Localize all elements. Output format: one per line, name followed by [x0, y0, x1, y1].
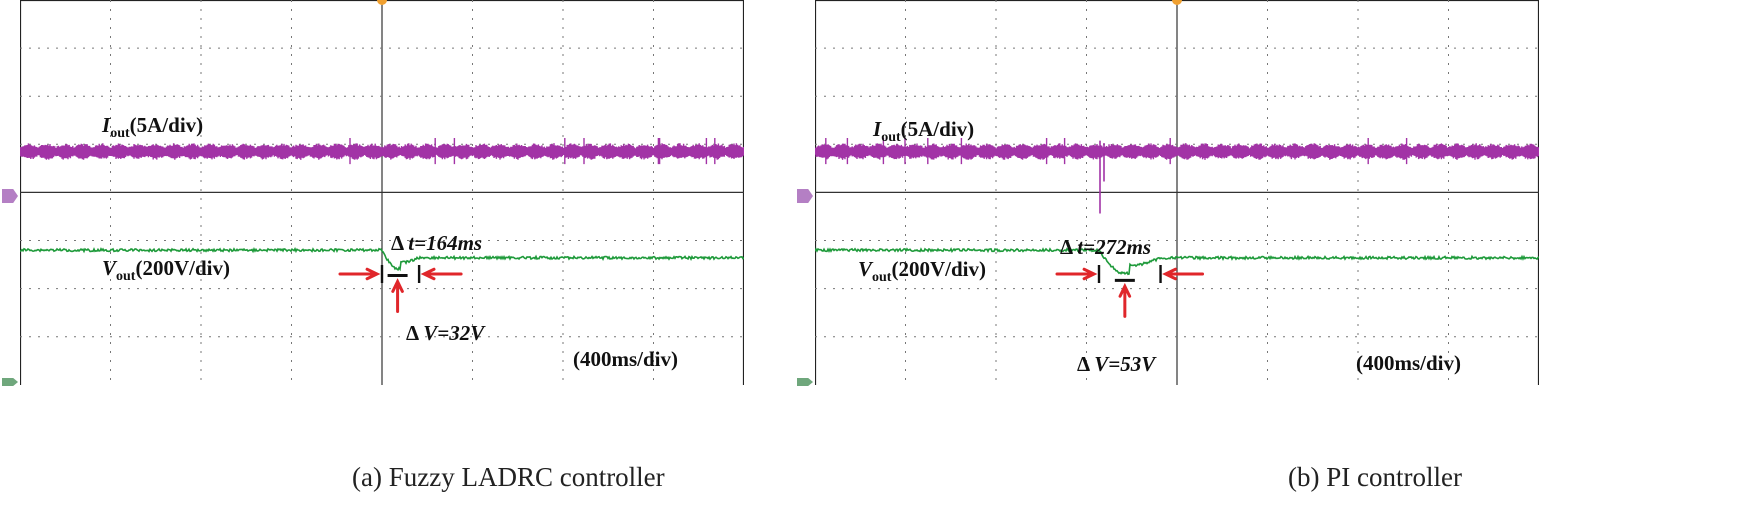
delta-v-label: Δ V=53V: [1077, 352, 1157, 376]
voltage-trace: [20, 246, 744, 272]
oscilloscope-screen-b: Iout(5A/div) Vout(200V/div) Δ t=272ms Δ …: [815, 0, 1539, 385]
delta-v-label: Δ V=32V: [406, 321, 486, 345]
trigger-marker: [1172, 0, 1182, 5]
current-label: Iout(5A/div): [872, 117, 974, 145]
current-spike: [1099, 140, 1105, 214]
voltage-label: Vout(200V/div): [858, 257, 986, 285]
channel-marker-current: [2, 189, 18, 203]
delta-t-right-arrow: [420, 267, 463, 281]
channel-marker-voltage: [797, 378, 813, 386]
current-waveform: [20, 138, 744, 165]
time-scale-label: (400ms/div): [573, 347, 678, 371]
voltage-trace: [815, 247, 1539, 276]
current-label: Iout(5A/div): [101, 113, 203, 141]
channel-marker-voltage: [2, 378, 18, 386]
voltage-waveform: [815, 247, 1539, 276]
annotation-markers: [338, 265, 463, 314]
current-waveform: [815, 138, 1539, 165]
oscilloscope-screen-a: Iout(5A/div) Vout(200V/div) Δ t=164ms Δ …: [20, 0, 744, 385]
current-trace: [815, 138, 1539, 214]
caption-a: (a) Fuzzy LADRC controller: [352, 462, 665, 492]
current-trace: [20, 138, 744, 165]
delta-v-arrow: [1118, 282, 1132, 318]
trigger-marker: [377, 0, 387, 5]
grid: [20, 0, 744, 385]
delta-t-left-arrow: [338, 267, 381, 281]
annotation-markers: [1055, 265, 1205, 318]
delta-t-label: Δ t=272ms: [1060, 235, 1151, 259]
oscilloscope-plot-b: Iout(5A/div) Vout(200V/div) Δ t=272ms Δ …: [815, 0, 1539, 385]
delta-v-arrow: [391, 278, 404, 314]
oscilloscope-plot-a: Iout(5A/div) Vout(200V/div) Δ t=164ms Δ …: [20, 0, 744, 385]
time-scale-label: (400ms/div): [1356, 351, 1461, 375]
delta-t-left-arrow: [1055, 267, 1098, 281]
channel-marker-current: [797, 189, 813, 203]
caption-b: (b) PI controller: [1288, 462, 1462, 492]
delta-t-label: Δ t=164ms: [391, 231, 482, 255]
voltage-waveform: [20, 246, 744, 272]
delta-t-right-arrow: [1162, 267, 1205, 281]
grid: [815, 0, 1539, 385]
voltage-label: Vout(200V/div): [102, 256, 230, 284]
